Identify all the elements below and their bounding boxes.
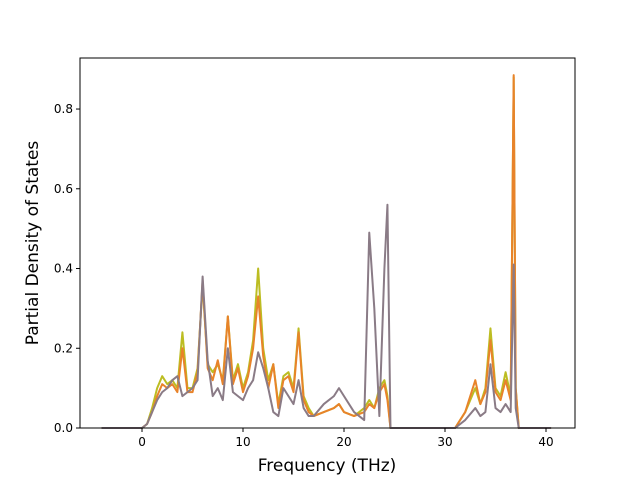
y-tick-label: 0.8 [54,102,73,116]
pdos-line [101,76,552,429]
x-tick-label: 30 [437,435,452,449]
x-tick-label: 20 [336,435,351,449]
pdos-line [101,203,552,429]
y-axis-label: Partial Density of States [23,141,43,346]
x-axis-label: Frequency (THz) [258,456,397,476]
y-tick-label: 0.6 [54,182,73,196]
x-tick-label: 10 [235,435,250,449]
y-tick-label: 0.4 [54,262,73,276]
y-tick-label: 0.2 [54,341,73,355]
plot-frame [79,57,576,429]
pdos-line [101,74,552,429]
x-tick-label: 0 [138,435,146,449]
y-tick-label: 0.0 [54,421,73,435]
x-tick-label: 40 [538,435,553,449]
